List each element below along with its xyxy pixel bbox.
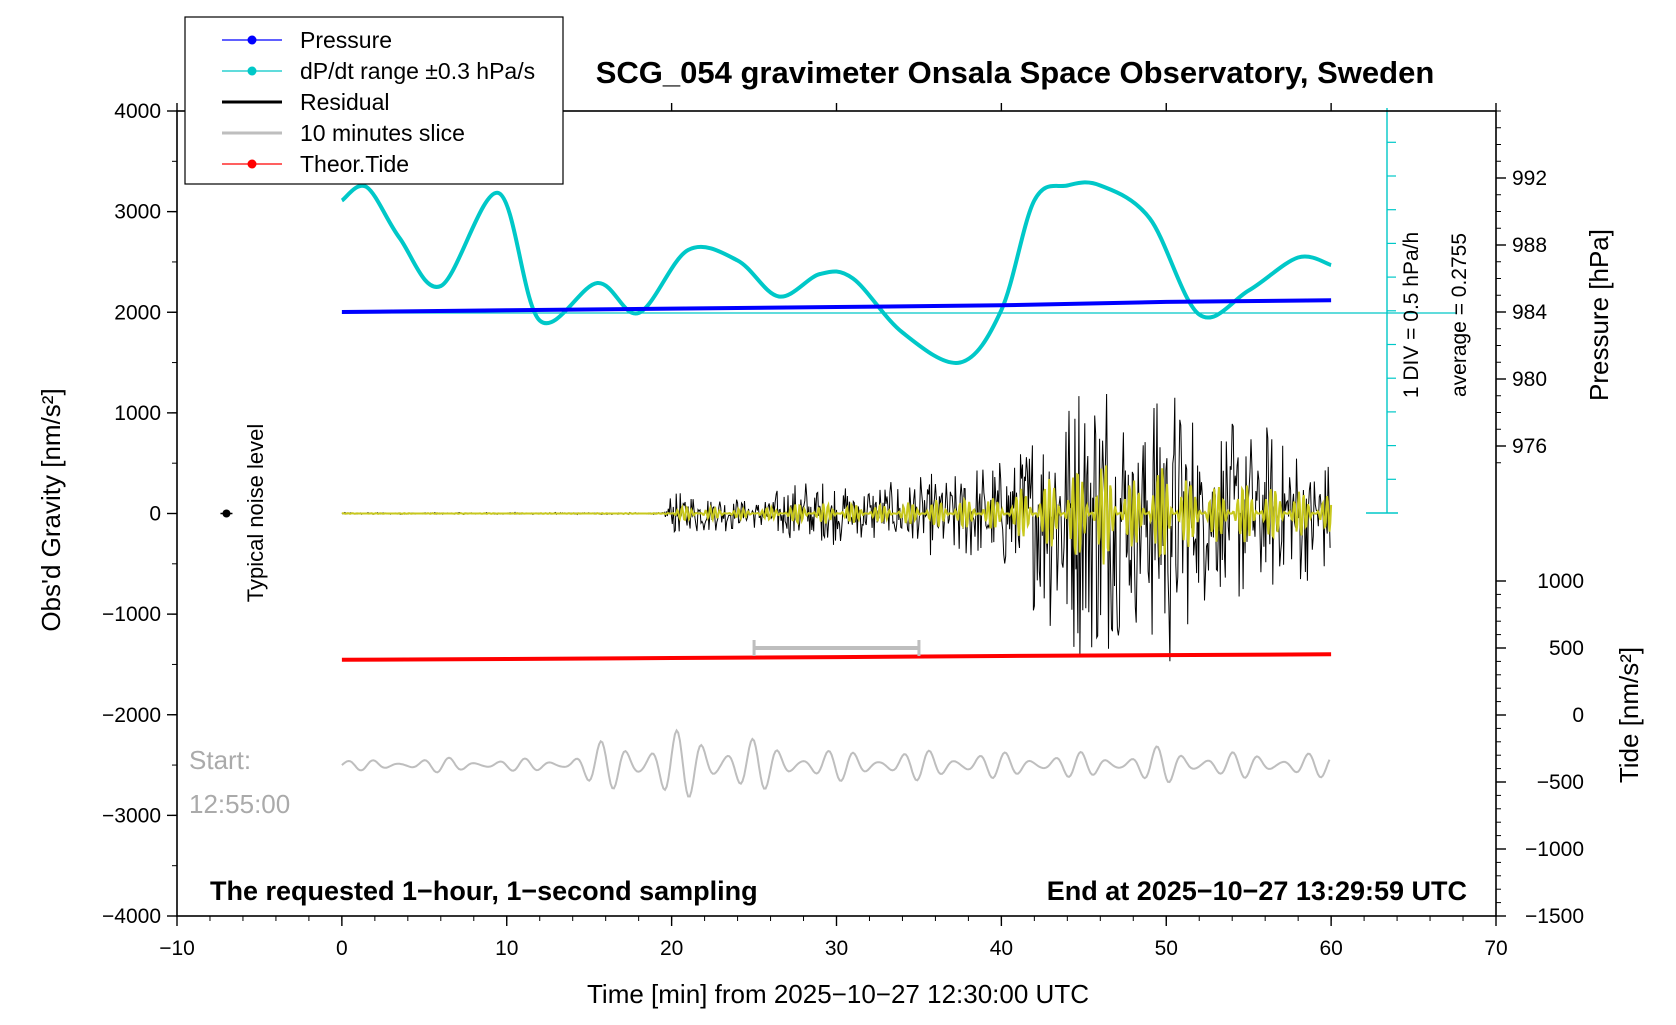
- x-axis-title: Time [min] from 2025−10−27 12:30:00 UTC: [587, 979, 1089, 1009]
- legend-item: Residual: [222, 89, 390, 115]
- y-left-tick-label: 2000: [114, 301, 161, 324]
- legend-swatch-marker: [247, 159, 257, 169]
- y-tide-tick-label: 1000: [1537, 570, 1584, 593]
- y-left-tick-label: −1000: [102, 603, 161, 626]
- y-pressure-tick-label: 984: [1512, 301, 1547, 324]
- legend-label: Pressure: [300, 27, 392, 53]
- footer-left-note: The requested 1−hour, 1−second sampling: [210, 876, 758, 906]
- labels-layer: SCG_054 gravimeter Onsala Space Observat…: [36, 55, 1644, 1009]
- slice-bracket: [752, 640, 921, 656]
- y-axis-title-left: Obs'd Gravity [nm/s²]: [36, 388, 66, 631]
- y-tide-tick-label: −1000: [1525, 838, 1584, 861]
- legend-swatch-marker: [247, 35, 257, 45]
- x-tick-label: −10: [159, 937, 195, 960]
- start-label: Start:: [189, 745, 251, 775]
- y-left-tick-label: 3000: [114, 201, 161, 224]
- x-tick-label: 0: [336, 937, 348, 960]
- y-tide-tick-label: 500: [1549, 637, 1584, 660]
- x-tick-label: 50: [1155, 937, 1178, 960]
- legend-item: Theor.Tide: [222, 151, 409, 177]
- dpdt-series-line: [340, 180, 1332, 365]
- x-tick-label: 10: [495, 937, 518, 960]
- dpdt-scale-bar: [1366, 108, 1398, 514]
- y-left-tick-label: 1000: [114, 402, 161, 425]
- x-tick-label: 60: [1319, 937, 1342, 960]
- y-tide-tick-label: −500: [1537, 771, 1584, 794]
- filtered-residual-line: [341, 465, 1333, 565]
- y-left-tick-label: −2000: [102, 704, 161, 727]
- y-left-tick-label: 0: [149, 503, 161, 526]
- y-pressure-tick-label: 976: [1512, 435, 1547, 458]
- legend-label: dP/dt range ±0.3 hPa/s: [300, 58, 535, 84]
- footer-right-note: End at 2025−10−27 13:29:59 UTC: [1047, 876, 1467, 906]
- plot-data-layer: [220, 108, 1457, 798]
- y-left-tick-label: 4000: [114, 100, 161, 123]
- legend: Pressure dP/dt range ±0.3 hPa/s Residual 10…: [184, 16, 564, 185]
- legend-label: Theor.Tide: [300, 151, 409, 177]
- y-tide-tick-label: 0: [1572, 704, 1584, 727]
- legend-item: Pressure: [222, 27, 392, 53]
- dpdt-scale-div: 1 DIV = 0.5 hPa/h: [1400, 232, 1423, 398]
- pressure-series-line: [341, 298, 1332, 314]
- noise-level-label: Typical noise level: [243, 424, 268, 603]
- legend-item: dP/dt range ±0.3 hPa/s: [222, 58, 535, 84]
- x-tick-label: 70: [1484, 937, 1507, 960]
- y-axis-title-pressure: Pressure [hPa]: [1584, 229, 1614, 401]
- y-tide-tick-label: −1500: [1525, 905, 1584, 928]
- x-tick-label: 40: [990, 937, 1013, 960]
- axes-layer: −10 0 10 20 30 40 50 60 70 4000 3000 2000 1000 0 −1000…: [102, 100, 1584, 960]
- legend-swatch-marker: [247, 66, 257, 76]
- noise-level-point: [222, 509, 231, 518]
- tide-series-line: [341, 652, 1332, 662]
- legend-item: 10 minutes slice: [222, 120, 465, 146]
- dpdt-scale-average: average = 0.2755: [1448, 233, 1471, 397]
- y-left-tick-label: −3000: [102, 804, 161, 827]
- start-time: 12:55:00: [189, 789, 290, 819]
- legend-label: Residual: [300, 89, 390, 115]
- y-axis-title-tide: Tide [nm/s²]: [1614, 647, 1644, 783]
- y-pressure-tick-label: 992: [1512, 167, 1547, 190]
- x-tick-label: 30: [825, 937, 848, 960]
- y-pressure-tick-label: 980: [1512, 368, 1547, 391]
- slice-series-line: [341, 728, 1331, 798]
- x-tick-label: 20: [660, 937, 683, 960]
- y-pressure-tick-label: 988: [1512, 234, 1547, 257]
- legend-label: 10 minutes slice: [300, 120, 465, 146]
- chart-title: SCG_054 gravimeter Onsala Space Observat…: [596, 55, 1435, 90]
- y-left-tick-label: −4000: [102, 905, 161, 928]
